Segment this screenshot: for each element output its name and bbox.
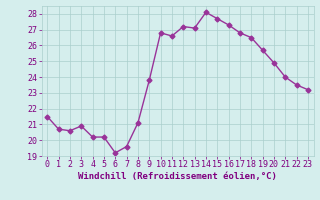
X-axis label: Windchill (Refroidissement éolien,°C): Windchill (Refroidissement éolien,°C) xyxy=(78,172,277,181)
